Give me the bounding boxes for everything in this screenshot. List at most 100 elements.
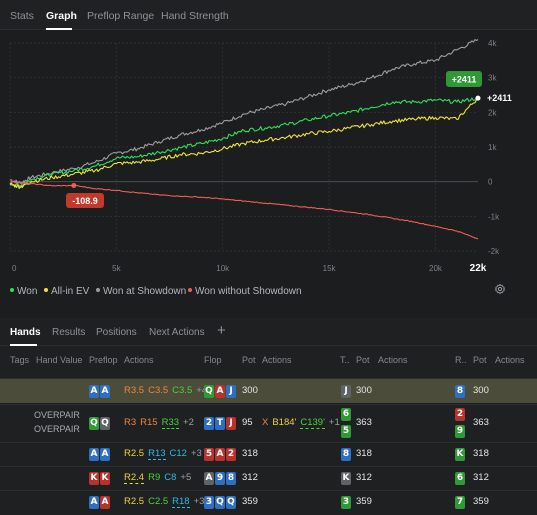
column-river-actions[interactable]: Actions — [495, 355, 525, 365]
turn-card: 5 — [341, 425, 352, 438]
action-chip[interactable]: R2.5 — [124, 447, 145, 459]
table-row[interactable]: K K R2.4 R9 C8 +5 A 9 8 312 K 312 6 312 — [0, 466, 537, 489]
table-row[interactable]: A A R3.5 C3.5 C3.5 +4 Q A J 300 J 300 8 300 — [0, 378, 537, 403]
turn-card: 3 — [341, 495, 352, 509]
playing-card: K — [341, 471, 351, 485]
preflop-actions: R2.4 R9 C8 +5 — [124, 472, 195, 484]
action-chip[interactable]: +5 — [180, 471, 192, 483]
playing-card: A — [100, 447, 110, 461]
action-chip[interactable]: R9 — [148, 471, 161, 483]
x-tick-label: 20k — [429, 264, 443, 273]
gear-icon[interactable] — [494, 283, 506, 295]
column-turn-pot[interactable]: Pot — [356, 355, 370, 365]
action-chip[interactable]: C3.5 — [172, 384, 193, 396]
column-hand-value[interactable]: Hand Value — [36, 355, 83, 365]
tab-hand-strength[interactable]: Hand Strength — [161, 10, 229, 22]
action-chip[interactable]: R33 — [161, 416, 180, 429]
action-chip[interactable]: C3.5 — [148, 384, 169, 396]
legend-won-without-showdown[interactable]: Won without Showdown — [188, 286, 302, 297]
y-tick-label: 0 — [488, 178, 493, 187]
playing-card: A — [89, 495, 99, 509]
annotation-no-showdown-label: -108.9 — [72, 196, 98, 206]
column-flop-pot[interactable]: Pot — [242, 355, 256, 365]
turn-pot: 300 — [356, 384, 372, 396]
tab-preflop-range[interactable]: Preflop Range — [87, 10, 155, 22]
add-tab-button[interactable]: + — [217, 322, 226, 339]
action-chip[interactable]: C2.5 — [148, 495, 169, 507]
action-chip[interactable]: +4 — [196, 384, 208, 396]
table-row[interactable]: OVERPAIR OVERPAIR Q Q R3 R15 R33 +2 2 T J 95 X B184' C… — [0, 404, 537, 441]
action-chip[interactable]: X — [262, 416, 269, 428]
turn-pot: 312 — [356, 471, 372, 483]
tab-hands[interactable]: Hands — [10, 327, 41, 338]
playing-card: Q — [204, 384, 214, 398]
action-chip[interactable]: R2.5 — [124, 495, 145, 507]
tab-positions[interactable]: Positions — [96, 327, 137, 338]
table-row[interactable]: A A R2.5 R13 C12 +3 5 A 2 318 8 318 K 318 — [0, 442, 537, 465]
tab-next-actions[interactable]: Next Actions — [149, 327, 205, 338]
playing-card: 3 — [204, 495, 214, 509]
action-chip[interactable]: +3 — [190, 447, 202, 459]
winnings-chart: 4k 3k 2k 1k 0 -1k -2k 0 5k 10k 15k 20k 22k +2411 +2411… — [9, 39, 512, 274]
legend-all-in-ev[interactable]: All-in EV — [44, 286, 89, 297]
column-turn[interactable]: T.. — [340, 355, 350, 365]
action-chip[interactable]: C8 — [164, 471, 177, 483]
playing-card: 2 — [226, 447, 236, 461]
flop-pot: 318 — [242, 447, 258, 459]
action-chip[interactable]: C139' — [300, 416, 325, 429]
x-tick-label: 10k — [216, 264, 230, 273]
column-flop[interactable]: Flop — [204, 355, 222, 365]
annotation-showdown-label: +2411 — [452, 75, 477, 85]
turn-pot: 363 — [356, 416, 372, 428]
turn-card: 8 — [341, 447, 352, 461]
playing-card: 6 — [341, 408, 351, 421]
turn-card: J — [341, 384, 352, 398]
playing-card: A — [100, 495, 110, 509]
column-preflop-actions[interactable]: Actions — [124, 355, 154, 365]
playing-card: A — [215, 384, 225, 398]
preflop-actions: R3 R15 R33 +2 — [124, 417, 198, 429]
river-card: 2 — [455, 408, 466, 421]
action-chip[interactable]: R15 — [140, 416, 158, 428]
tab-graph[interactable]: Graph — [46, 10, 77, 22]
playing-card: A — [100, 384, 110, 398]
tab-results[interactable]: Results — [52, 327, 86, 338]
playing-card: 2 — [455, 408, 465, 421]
column-turn-actions[interactable]: Actions — [378, 355, 408, 365]
action-chip[interactable]: R3 — [124, 416, 137, 428]
column-flop-actions[interactable]: Actions — [262, 355, 292, 365]
playing-card: K — [100, 471, 110, 485]
action-chip[interactable]: C12 — [169, 447, 187, 459]
playing-card: 2 — [204, 416, 214, 430]
hand-value-label: OVERPAIR — [34, 424, 80, 434]
action-chip[interactable]: +1 — [328, 416, 340, 428]
river-pot: 318 — [473, 447, 489, 459]
action-chip[interactable]: R3.5 — [124, 384, 145, 396]
action-chip[interactable]: +3 — [193, 495, 205, 507]
playing-card: 3 — [341, 495, 351, 509]
y-tick-label: -2k — [488, 247, 500, 256]
hand-value-label: OVERPAIR — [34, 410, 80, 420]
flop-pot: 312 — [242, 471, 258, 483]
action-chip[interactable]: R18 — [172, 495, 190, 508]
column-preflop[interactable]: Preflop — [89, 355, 118, 365]
column-river-pot[interactable]: Pot — [473, 355, 487, 365]
playing-card: 6 — [455, 471, 465, 485]
tab-stats[interactable]: Stats — [10, 10, 34, 22]
playing-card: J — [226, 416, 236, 430]
action-chip[interactable]: B184' — [272, 416, 297, 428]
legend-won-at-showdown[interactable]: Won at Showdown — [96, 286, 186, 297]
legend-won[interactable]: Won — [10, 286, 37, 297]
action-chip[interactable]: +2 — [183, 416, 194, 428]
action-chip[interactable]: R2.4 — [124, 471, 145, 484]
table-row[interactable]: A A R2.5 C2.5 R18 +3 3 Q Q 359 3 359 7 359 — [0, 490, 537, 513]
column-river[interactable]: R.. — [455, 355, 467, 365]
action-chip[interactable]: R13 — [148, 447, 166, 460]
column-tags[interactable]: Tags — [10, 355, 30, 365]
playing-card: Q — [226, 495, 236, 509]
river-card: 6 — [455, 471, 466, 485]
y-tick-label: 3k — [488, 74, 497, 83]
